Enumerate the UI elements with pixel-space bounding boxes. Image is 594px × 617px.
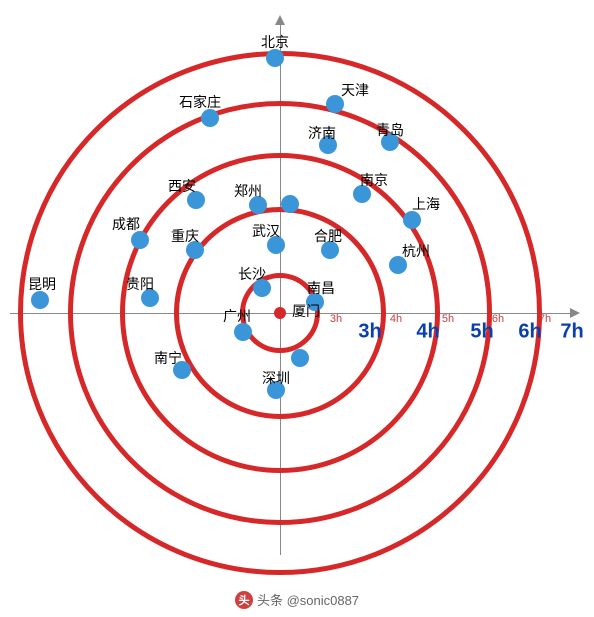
city-label-济南: 济南: [308, 123, 336, 143]
city-label-上海: 上海: [412, 194, 440, 214]
city-label-南京: 南京: [360, 170, 388, 190]
city-label-天津: 天津: [341, 80, 369, 100]
city-label-南宁: 南宁: [154, 348, 182, 368]
city-label-北京: 北京: [261, 32, 289, 52]
city-label-郑州: 郑州: [234, 181, 262, 201]
center-dot: [274, 307, 286, 319]
hour-label-7h-big: 7h: [560, 321, 583, 344]
city-dot-unnamed: [291, 349, 309, 367]
city-label-青岛: 青岛: [376, 120, 404, 140]
city-label-西安: 西安: [168, 176, 196, 196]
city-label-厦门: 厦门: [292, 301, 320, 321]
hour-label-5h-small: 5h: [442, 313, 454, 325]
city-dot-unnamed: [281, 195, 299, 213]
y-axis-arrow: [275, 15, 285, 25]
city-label-合肥: 合肥: [314, 226, 342, 246]
city-label-武汉: 武汉: [252, 221, 280, 241]
hour-label-4h-small: 4h: [390, 313, 402, 325]
hour-label-7h-small: 7h: [539, 313, 551, 325]
toutiao-icon: 头: [235, 591, 253, 609]
city-label-石家庄: 石家庄: [179, 92, 221, 112]
city-label-广州: 广州: [223, 306, 251, 326]
city-label-成都: 成都: [112, 214, 140, 234]
hour-label-6h-small: 6h: [492, 313, 504, 325]
footer-text: 头条 @sonic0887: [257, 590, 359, 609]
city-label-贵阳: 贵阳: [126, 274, 154, 294]
city-label-深圳: 深圳: [262, 368, 290, 388]
city-label-昆明: 昆明: [28, 274, 56, 294]
footer-attribution: 头 头条 @sonic0887: [0, 590, 594, 609]
hour-label-3h-big: 3h: [358, 321, 381, 344]
city-label-重庆: 重庆: [171, 226, 199, 246]
radial-chart: 3h4h5h6h7h3h4h5h6h7h 北京天津石家庄济南青岛南京西安郑州上海…: [0, 0, 594, 560]
city-label-杭州: 杭州: [402, 241, 430, 261]
x-axis-arrow: [570, 308, 580, 318]
city-label-南昌: 南昌: [307, 278, 335, 298]
hour-label-5h-big: 5h: [470, 321, 493, 344]
hour-label-4h-big: 4h: [416, 321, 439, 344]
city-label-长沙: 长沙: [238, 264, 266, 284]
hour-label-3h-small: 3h: [330, 313, 342, 325]
